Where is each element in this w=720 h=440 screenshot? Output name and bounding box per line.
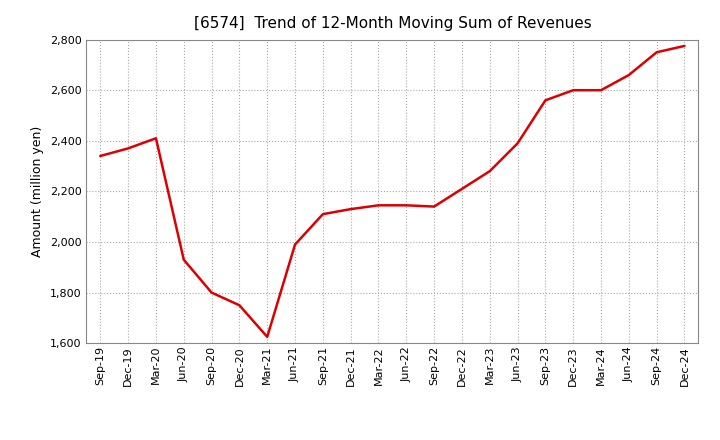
Title: [6574]  Trend of 12-Month Moving Sum of Revenues: [6574] Trend of 12-Month Moving Sum of R…: [194, 16, 591, 32]
Y-axis label: Amount (million yen): Amount (million yen): [31, 126, 44, 257]
